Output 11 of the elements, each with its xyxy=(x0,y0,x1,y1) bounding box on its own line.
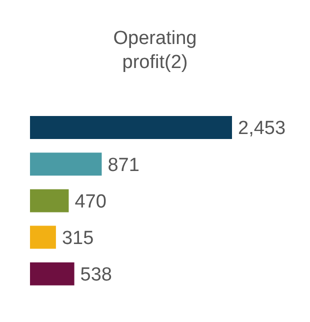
data-label: 538 xyxy=(80,264,112,286)
bar xyxy=(30,152,102,176)
bar xyxy=(30,262,74,286)
data-label: 315 xyxy=(62,228,94,250)
data-label: 2,453 xyxy=(238,118,286,140)
data-label: 470 xyxy=(74,191,106,212)
bar xyxy=(30,116,232,139)
chart-title: Operating profit(2) xyxy=(112,27,198,75)
bar xyxy=(30,189,69,212)
bar xyxy=(30,226,56,249)
data-label: 871 xyxy=(108,154,140,176)
